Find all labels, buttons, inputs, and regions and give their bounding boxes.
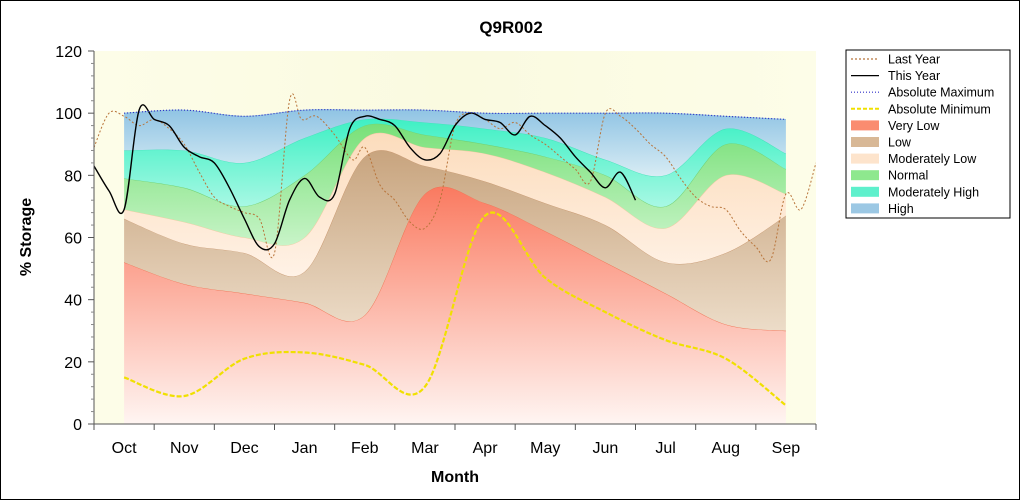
legend-high-label: High [888, 202, 914, 216]
x-tick-label-jul: Jul [655, 440, 675, 457]
legend-low-label: Low [888, 136, 912, 150]
percentile-bands [123, 109, 787, 424]
legend-very-low-label: Very Low [888, 119, 940, 133]
legend-absolute-maximum-label: Absolute Maximum [888, 86, 994, 100]
x-tick-label-jun: Jun [593, 440, 619, 457]
legend-very-low-swatch [851, 120, 879, 131]
x-tick-label-feb: Feb [351, 440, 379, 457]
x-tick-label-may: May [530, 440, 560, 457]
x-tick-label-mar: Mar [411, 440, 439, 457]
y-tick-label: 100 [55, 106, 82, 123]
y-tick-label: 120 [55, 44, 82, 61]
legend-moderately-high-label: Moderately High [888, 185, 979, 199]
y-tick-label: 20 [64, 355, 82, 372]
x-tick-label-jan: Jan [292, 440, 318, 457]
legend-moderately-low-label: Moderately Low [888, 152, 977, 166]
chart-title: Q9R002 [479, 18, 542, 37]
x-tick-label-sep: Sep [772, 440, 801, 457]
y-tick-label: 40 [64, 293, 82, 310]
band-moderately-low [124, 132, 786, 277]
band-normal [124, 123, 786, 246]
legend-this-year-label: This Year [888, 69, 940, 83]
x-tick-label-apr: Apr [473, 440, 499, 457]
x-tick-label-dec: Dec [230, 440, 258, 457]
y-ticks: 0 20 40 60 80 100 120 [55, 44, 94, 434]
band-high-edge [124, 109, 786, 120]
x-tick-label-aug: Aug [712, 440, 740, 457]
x-axis-label: Month [431, 469, 479, 486]
y-tick-label: 80 [64, 168, 82, 185]
legend-low-swatch [851, 137, 879, 147]
y-axis-label: % Storage [18, 198, 35, 276]
legend-moderately-low-swatch [851, 153, 879, 164]
legend-high-swatch [851, 203, 879, 214]
series-lines [94, 93, 816, 407]
series-absolute-minimum-line [123, 211, 787, 407]
y-tick-label: 60 [64, 231, 82, 248]
legend-moderately-high-swatch [851, 186, 879, 197]
y-tick-label: 0 [73, 417, 82, 434]
x-tick-label-oct: Oct [112, 440, 137, 457]
band-very-low [124, 186, 786, 424]
legend-normal-swatch [851, 170, 879, 181]
legend-absolute-minimum-label: Absolute Minimum [888, 102, 991, 116]
legend-last-year-label: Last Year [888, 53, 940, 67]
x-tick-label-nov: Nov [170, 440, 198, 457]
x-ticks: Oct Nov Dec Jan Feb Mar Apr May Jun Jul Aug Sep [93, 424, 817, 457]
band-moderately-high [124, 118, 786, 208]
legend: Last Year This Year Absolute Maximum Absolu… [845, 49, 1011, 219]
series-last-year-line [94, 93, 816, 263]
series-this-year-line [94, 104, 637, 251]
band-high [124, 109, 786, 177]
band-low [124, 150, 786, 331]
legend-normal-label: Normal [888, 169, 928, 183]
